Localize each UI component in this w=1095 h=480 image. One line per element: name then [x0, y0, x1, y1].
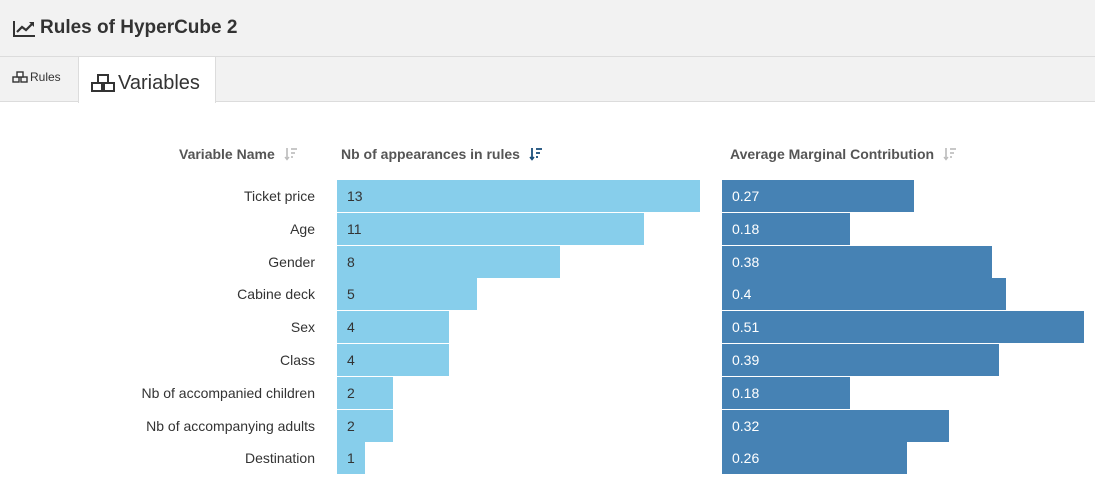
sort-icon[interactable] — [943, 147, 957, 161]
column-header-contribution[interactable]: Average Marginal Contribution — [730, 146, 957, 162]
sort-icon[interactable] — [284, 147, 298, 161]
tab-variables-label: Variables — [118, 71, 200, 94]
contribution-bar: 0.18 — [722, 212, 850, 245]
appearances-bar: 2 — [337, 409, 393, 442]
appearances-bar: 4 — [337, 344, 449, 376]
contribution-bar: 0.38 — [722, 245, 992, 278]
variable-name: Class — [279, 352, 315, 368]
contribution-bar: 0.51 — [722, 311, 1084, 344]
contribution-bar: 0.39 — [722, 344, 999, 376]
appearances-bar: 2 — [337, 376, 393, 409]
contribution-bar: 0.18 — [722, 376, 850, 409]
tab-rules-label: Rules — [30, 69, 61, 84]
appearances-bar: 5 — [337, 278, 477, 311]
contribution-bar: 0.27 — [722, 180, 914, 212]
variable-name: Cabine deck — [237, 286, 315, 303]
cubes-icon — [91, 74, 115, 92]
variable-name: Nb of accompanying adults — [146, 417, 315, 434]
cubes-icon — [12, 70, 28, 83]
appearances-bar: 11 — [337, 212, 644, 245]
appearances-bar: 1 — [337, 442, 365, 475]
variable-name: Nb of accompanied children — [141, 384, 315, 401]
variable-name: Age — [290, 220, 315, 237]
variable-name: Ticket price — [243, 188, 315, 204]
tab-variables[interactable]: Variables — [78, 57, 216, 103]
appearances-bar: 8 — [337, 245, 560, 278]
variable-name: Sex — [290, 319, 315, 336]
contribution-bar: 0.32 — [722, 409, 949, 442]
variable-name: Destination — [244, 450, 315, 467]
sort-descending-icon[interactable] — [529, 147, 543, 161]
contribution-bar: 0.26 — [722, 442, 907, 475]
contribution-bar: 0.4 — [722, 278, 1006, 311]
appearances-bar: 13 — [337, 180, 700, 212]
appearances-bar: 4 — [337, 311, 449, 344]
variable-name: Gender — [268, 253, 315, 270]
tab-rules[interactable]: Rules — [0, 57, 79, 102]
line-chart-icon — [13, 21, 35, 37]
page-title: Rules of HyperCube 2 — [40, 17, 238, 38]
tab-bar: Rules Variables — [0, 57, 1095, 103]
column-header-variable-name[interactable]: Variable Name — [179, 146, 298, 162]
column-header-appearances[interactable]: Nb of appearances in rules — [341, 146, 543, 162]
page-header: Rules of HyperCube 2 — [0, 0, 1095, 57]
